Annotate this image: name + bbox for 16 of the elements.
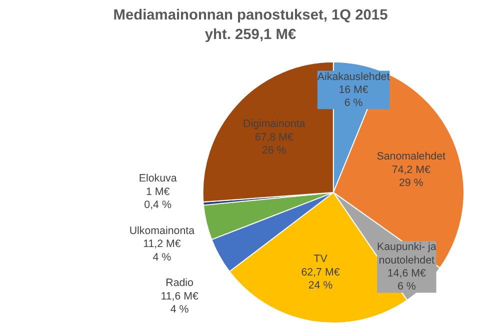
slice-label: Ulkomainonta [129, 224, 195, 237]
data-label: 16 M€ 6 % [338, 84, 368, 110]
slice-label: Radio [166, 277, 194, 290]
slice-label: Elokuva [138, 172, 177, 185]
data-label: 11,2 M€ 4 % [143, 238, 181, 264]
slice-label: Kaupunki- ja noutolehdet [377, 241, 436, 266]
data-label: 1 M€ 0,4 % [144, 186, 172, 212]
chart-title: Mediamainonnan panostukset, 1Q 2015 yht. 259,1 M€ [113, 8, 388, 43]
data-label: 14,6 M€ 6 % [387, 268, 426, 293]
slice-label: TV [314, 253, 328, 266]
data-label: 62,7 M€ 24 % [301, 266, 340, 292]
slice-label: Sanomalehdet [376, 150, 446, 163]
data-label: 67,8 M€ 26 % [254, 131, 294, 157]
data-label: 74,2 M€ 29 % [392, 164, 430, 190]
data-label: 11,6 M€ 4 % [160, 290, 199, 316]
slice-label: Digimainonta [243, 118, 306, 130]
